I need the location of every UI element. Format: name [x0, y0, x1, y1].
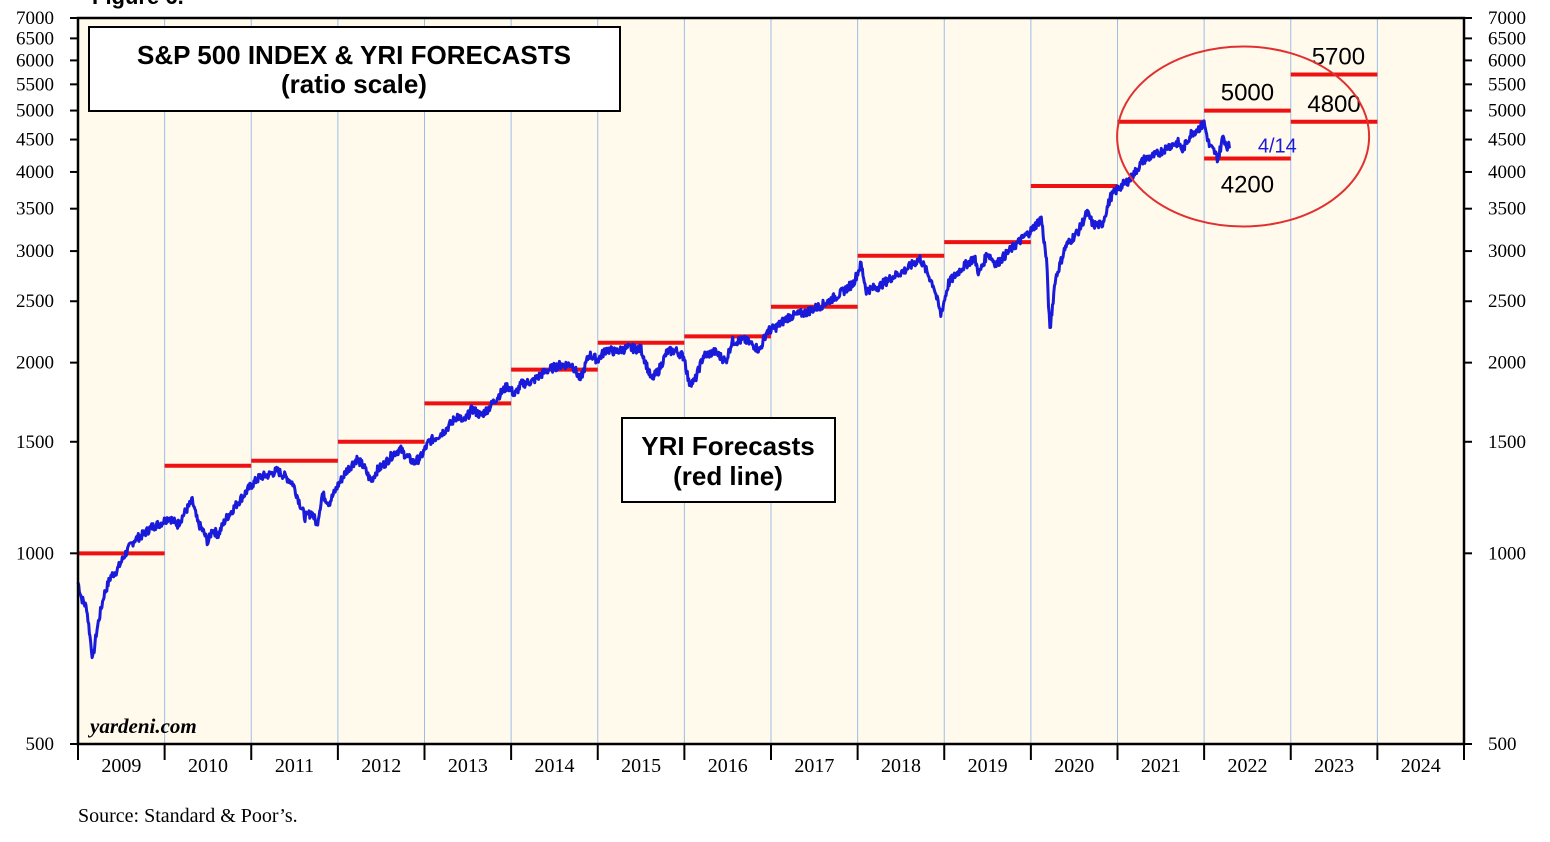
x-tick-label: 2012	[361, 755, 401, 777]
y-tick-label: 5000	[1488, 101, 1526, 122]
y-tick-label: 7000	[1488, 8, 1526, 29]
y-tick-label: 3000	[1488, 241, 1526, 262]
y-tick-label: 1500	[16, 432, 54, 453]
source-note: Source: Standard & Poor’s.	[78, 805, 298, 827]
annotation-label: 5000	[1221, 80, 1274, 107]
annotation-label: 4800	[1307, 91, 1360, 118]
x-tick-label: 2015	[621, 755, 661, 777]
y-tick-label: 6000	[1488, 50, 1526, 71]
x-tick-label: 2018	[881, 755, 921, 777]
x-tick-label: 2023	[1314, 755, 1354, 777]
y-tick-label: 3500	[1488, 199, 1526, 220]
y-tick-label: 2500	[1488, 291, 1526, 312]
highlight-ellipse	[1116, 45, 1371, 228]
y-tick-label: 1500	[1488, 432, 1526, 453]
x-tick-label: 2024	[1401, 755, 1441, 777]
x-axis: 2009 2010 2011 2012 2013 2014 2015 2016 2017 2018…	[77, 744, 1465, 777]
y-tick-label: 5500	[16, 74, 54, 95]
annotation-label: 4200	[1221, 172, 1274, 199]
annotations: 5000 4200 5700 4800 4/14	[1221, 44, 1365, 199]
y-tick-label: 4000	[16, 162, 54, 183]
legend-line-2: (red line)	[673, 461, 783, 491]
annotation-label: 4/14	[1258, 136, 1297, 158]
y-tick-label: 1000	[16, 543, 54, 564]
y-tick-label: 500	[1488, 734, 1517, 755]
y-tick-label: 3500	[16, 199, 54, 220]
x-tick-label: 2017	[794, 755, 834, 777]
left-y-axis: 500 1000 1500 2000 2500 3000 3500 4000 4500 5000 5…	[16, 8, 78, 755]
x-tick-label: 2020	[1054, 755, 1094, 777]
y-tick-label: 500	[26, 734, 55, 755]
watermark: yardeni.com	[87, 714, 197, 738]
annotation-label: 5700	[1312, 44, 1365, 71]
x-tick-label: 2013	[448, 755, 488, 777]
right-y-axis: 500 1000 1500 2000 2500 3000 3500 4000 4500 5000 5…	[1464, 8, 1526, 755]
x-tick-label: 2011	[275, 755, 314, 777]
y-tick-label: 4500	[16, 130, 54, 151]
y-tick-label: 5000	[16, 101, 54, 122]
x-tick-label: 2019	[968, 755, 1008, 777]
legend-box: YRI Forecasts (red line)	[621, 417, 836, 503]
y-tick-label: 6500	[1488, 28, 1526, 49]
sp500-series	[76, 119, 1232, 660]
x-tick-label: 2009	[101, 755, 141, 777]
y-tick-label: 3000	[16, 241, 54, 262]
x-tick-label: 2022	[1227, 755, 1267, 777]
vertical-gridlines	[164, 18, 1378, 744]
sp500-line	[76, 119, 1232, 660]
y-tick-label: 4500	[1488, 130, 1526, 151]
y-tick-label: 2000	[1488, 353, 1526, 374]
x-tick-label: 2014	[534, 755, 574, 777]
figure-label: Figure 6.	[92, 0, 184, 9]
y-tick-label: 4000	[1488, 162, 1526, 183]
y-tick-label: 7000	[16, 8, 54, 29]
forecast-series	[78, 72, 1378, 556]
legend-line-1: YRI Forecasts	[641, 431, 814, 461]
plot-frame	[76, 16, 1466, 746]
y-tick-label: 5500	[1488, 74, 1526, 95]
y-tick-label: 6000	[16, 50, 54, 71]
x-tick-label: 2010	[188, 755, 228, 777]
title-box: S&P 500 INDEX & YRI FORECASTS (ratio sca…	[88, 26, 621, 112]
x-tick-label: 2021	[1141, 755, 1181, 777]
chart-subtitle: (ratio scale)	[281, 69, 427, 99]
x-tick-label: 2016	[708, 755, 748, 777]
y-tick-label: 6500	[16, 28, 54, 49]
chart-title: S&P 500 INDEX & YRI FORECASTS	[137, 40, 571, 70]
y-tick-label: 2500	[16, 291, 54, 312]
y-tick-label: 2000	[16, 353, 54, 374]
y-tick-label: 1000	[1488, 543, 1526, 564]
